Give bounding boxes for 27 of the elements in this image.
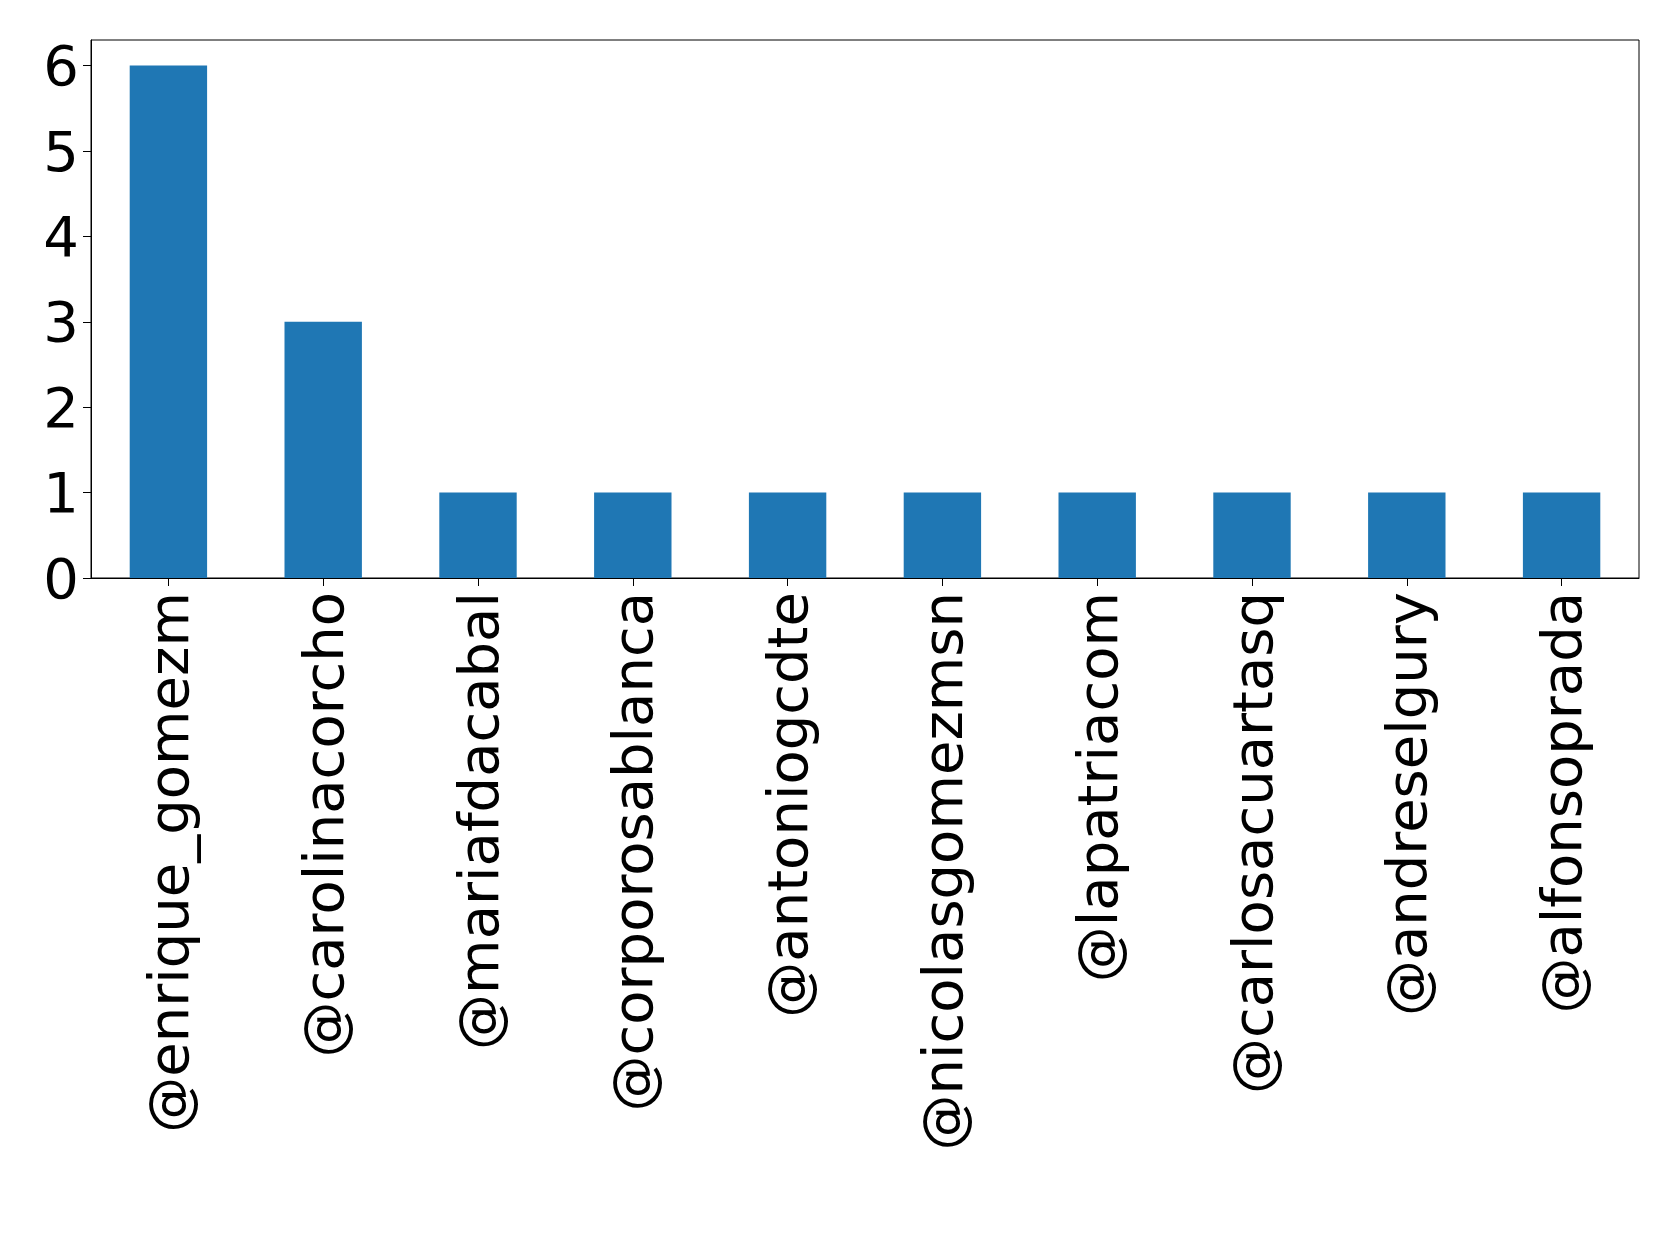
x-tick-label: @mariafdacabal <box>445 592 511 1050</box>
x-tick-label: @lapatriacom <box>1064 592 1130 983</box>
bar <box>1368 492 1446 578</box>
y-tick-label: 0 <box>43 545 79 611</box>
x-tick-label: @carlosacuartasq <box>1219 592 1285 1095</box>
x-tick-label: @antoniogcdte <box>755 592 821 1018</box>
bar <box>439 492 517 578</box>
x-tick-label: @carolinacorcho <box>290 592 356 1058</box>
y-tick-label: 2 <box>43 374 79 440</box>
y-tick-label: 3 <box>43 289 79 355</box>
x-tick-label: @nicolasgomezmsn <box>909 592 975 1151</box>
x-tick-label: @enrique_gomezm <box>135 592 201 1133</box>
bar <box>1522 492 1601 578</box>
bar <box>903 492 982 578</box>
x-tick-label: @corporosablanca <box>600 592 666 1112</box>
x-tick-label: @andreselgury <box>1374 592 1440 1016</box>
y-tick-label: 4 <box>43 203 79 269</box>
bar <box>1058 492 1136 578</box>
y-tick-label: 1 <box>43 460 79 526</box>
x-tick-label: @alfonsoprada <box>1529 592 1595 1014</box>
bar <box>748 492 827 578</box>
y-tick-label: 5 <box>43 118 79 184</box>
bar <box>129 65 208 578</box>
bar <box>1213 492 1291 578</box>
bar <box>594 492 672 578</box>
y-tick-label: 6 <box>43 33 79 99</box>
bar <box>284 321 362 578</box>
